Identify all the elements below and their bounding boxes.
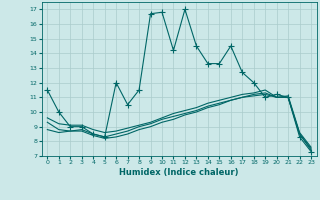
X-axis label: Humidex (Indice chaleur): Humidex (Indice chaleur)	[119, 168, 239, 177]
